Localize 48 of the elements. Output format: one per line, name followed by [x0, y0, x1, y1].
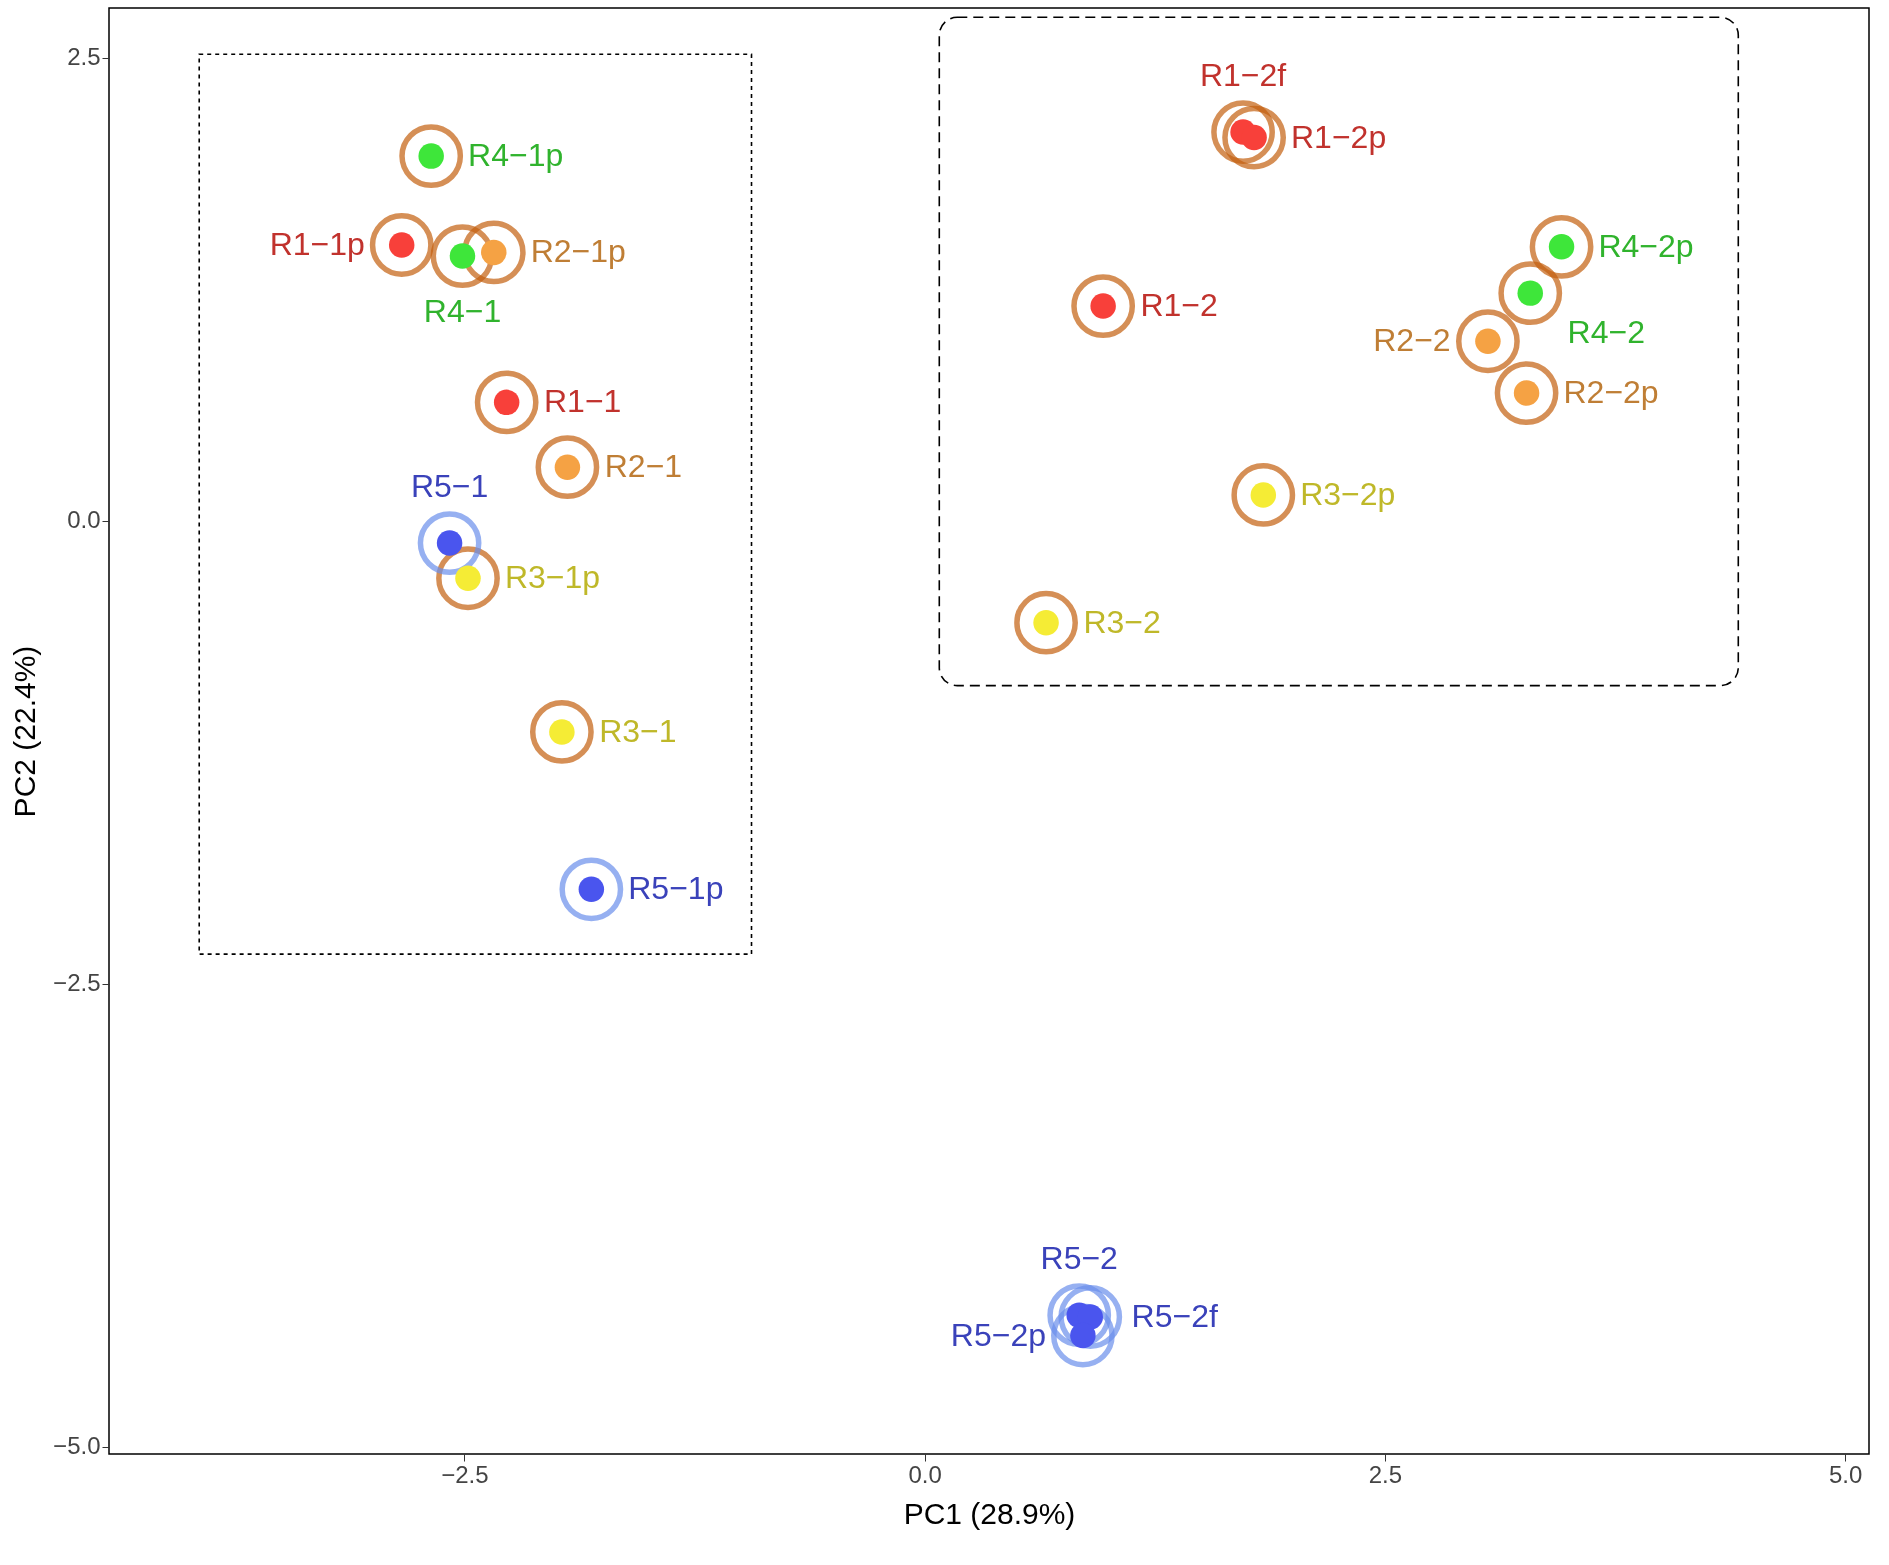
x-axis-title: PC1 (28.9%)	[903, 1496, 1076, 1530]
point	[1071, 274, 1136, 338]
annotation: R4−1	[423, 293, 502, 330]
annotation: R2−2	[1373, 322, 1451, 359]
annotation: R1−2f	[1199, 57, 1287, 94]
y-tick-label: −5.0	[53, 1432, 101, 1460]
point	[559, 857, 624, 922]
annotation: R2−1p	[530, 233, 626, 270]
annotation: R4−2	[1567, 314, 1645, 351]
point	[535, 435, 600, 500]
point	[1498, 261, 1563, 325]
annotation: R3−1	[599, 712, 677, 749]
annotation: R5−1	[410, 468, 489, 505]
annotation: R3−2p	[1300, 475, 1396, 512]
point	[1014, 590, 1078, 655]
point	[1211, 100, 1275, 164]
point	[529, 700, 594, 764]
y-tick-label: −2.5	[53, 969, 101, 997]
x-tick-label: 0.0	[908, 1460, 942, 1488]
y-axis-title: PC2 (22.4%)	[8, 645, 42, 818]
annotation: R5−2	[1040, 1240, 1118, 1277]
annotation: R1−2	[1140, 287, 1218, 324]
annotation: R2−2p	[1563, 374, 1659, 411]
annotation: R1−1p	[269, 225, 365, 262]
annotation: R4−1p	[468, 137, 564, 174]
annotation: R4−2p	[1598, 227, 1694, 264]
point	[1456, 309, 1520, 374]
point	[1529, 214, 1594, 279]
annotation: R1−1	[543, 383, 622, 420]
y-tick-label: 0.0	[67, 506, 101, 534]
annotation: R3−1p	[504, 559, 601, 596]
annotation: R5−2p	[950, 1316, 1046, 1353]
annotation: R2−1	[604, 448, 683, 485]
x-tick-label: −2.5	[441, 1460, 489, 1488]
point	[369, 213, 434, 277]
point	[1494, 361, 1559, 425]
x-tick-label: 5.0	[1828, 1460, 1863, 1488]
point	[1231, 463, 1296, 527]
annotation: R5−1p	[628, 870, 724, 907]
y-tick-label: 2.5	[67, 43, 101, 71]
point	[399, 124, 464, 188]
point	[417, 511, 482, 575]
annotation: R1−2p	[1291, 118, 1387, 155]
x-tick-label: 2.5	[1368, 1460, 1402, 1488]
annotation: R3−2	[1083, 603, 1161, 640]
point	[474, 370, 539, 435]
annotation: R5−2f	[1131, 1297, 1219, 1334]
point	[1222, 105, 1287, 170]
